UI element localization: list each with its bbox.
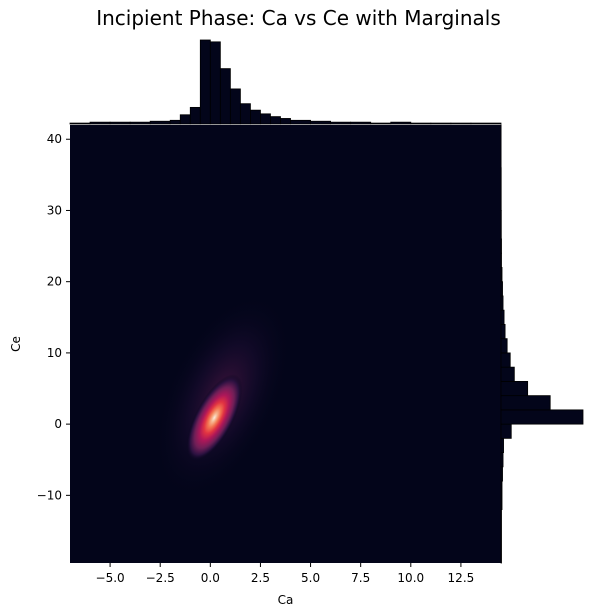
marginal-y-bar bbox=[500, 352, 511, 368]
marginal-x-bar bbox=[430, 122, 452, 125]
density-core bbox=[186, 374, 243, 462]
marginal-y-bar bbox=[500, 452, 504, 468]
y-tick-label: 40 bbox=[47, 132, 62, 146]
x-axis-label: Ca bbox=[278, 593, 294, 607]
y-tick-label: 20 bbox=[47, 275, 62, 289]
marginal-x-bar bbox=[350, 121, 372, 125]
marginal-x-bar bbox=[330, 121, 352, 125]
marginal-x-bar bbox=[229, 88, 241, 125]
marginal-x-bar bbox=[219, 68, 231, 125]
marginal-x-bar bbox=[69, 122, 91, 125]
marginal-x-bar bbox=[149, 120, 171, 125]
marginal-y-bar bbox=[500, 466, 503, 482]
marginal-y-bar bbox=[500, 423, 512, 439]
marginal-x-bar bbox=[390, 121, 412, 125]
x-tick-label: 2.5 bbox=[251, 571, 270, 585]
marginal-y-bar bbox=[500, 295, 504, 311]
y-tick-label: 10 bbox=[47, 346, 62, 360]
marginal-y-bar bbox=[500, 267, 503, 283]
marginal-x-bar bbox=[109, 121, 131, 125]
x-tick-label: 12.5 bbox=[448, 571, 475, 585]
marginal-y-bar bbox=[500, 238, 502, 254]
marginal-x-bar bbox=[189, 106, 201, 125]
marginal-x-bar bbox=[239, 103, 251, 125]
marginal-x-bar bbox=[280, 118, 291, 125]
marginal-x-bar bbox=[270, 116, 281, 125]
marginal-y-bar bbox=[500, 395, 551, 411]
marginal-y-bar bbox=[500, 409, 584, 425]
x-tick-label: 10.0 bbox=[397, 571, 424, 585]
marginal-x-bar bbox=[89, 121, 111, 125]
marginal-x-bar bbox=[370, 122, 392, 125]
x-tick-label: −5.0 bbox=[96, 571, 125, 585]
marginal-y-bar bbox=[500, 437, 504, 454]
y-tick-label: −10 bbox=[37, 488, 62, 502]
marginal-x-bar bbox=[199, 39, 211, 125]
marginal-x-bar bbox=[260, 113, 271, 125]
marginal-y-bar bbox=[500, 509, 502, 564]
marginal-y-bar bbox=[500, 338, 508, 354]
marginal-y-bar bbox=[500, 480, 503, 510]
marginal-y-bar bbox=[500, 380, 529, 397]
y-tick-label: 0 bbox=[54, 417, 62, 431]
y-axis-label: Ce bbox=[9, 336, 23, 352]
marginal-x-bar bbox=[290, 119, 311, 125]
marginal-x-bar bbox=[410, 122, 432, 125]
y-tick-label: 30 bbox=[47, 203, 62, 217]
x-tick-label: −2.5 bbox=[146, 571, 175, 585]
marginal-x-bar bbox=[470, 122, 502, 125]
marginal-x-bar bbox=[450, 122, 472, 125]
marginal-x-bar bbox=[209, 41, 221, 125]
x-tick-label: 5.0 bbox=[301, 571, 320, 585]
marginal-x-bar bbox=[169, 119, 181, 125]
marginal-x-bar bbox=[310, 120, 332, 125]
x-tick-label: 7.5 bbox=[351, 571, 370, 585]
marginal-x-bar bbox=[250, 109, 261, 125]
density-layer bbox=[154, 293, 291, 499]
marginal-y-bar bbox=[500, 366, 515, 382]
marginal-x-bar bbox=[129, 121, 151, 125]
x-tick-label: 0.0 bbox=[201, 571, 220, 585]
marginal-y-bar bbox=[500, 281, 503, 297]
marginal-x-bar bbox=[179, 114, 191, 125]
marginal-y-bar bbox=[500, 324, 506, 340]
chart-title: Incipient Phase: Ca vs Ce with Marginals bbox=[96, 6, 501, 30]
marginal-y-bar bbox=[500, 252, 502, 268]
marginal-y-bar bbox=[500, 309, 505, 325]
